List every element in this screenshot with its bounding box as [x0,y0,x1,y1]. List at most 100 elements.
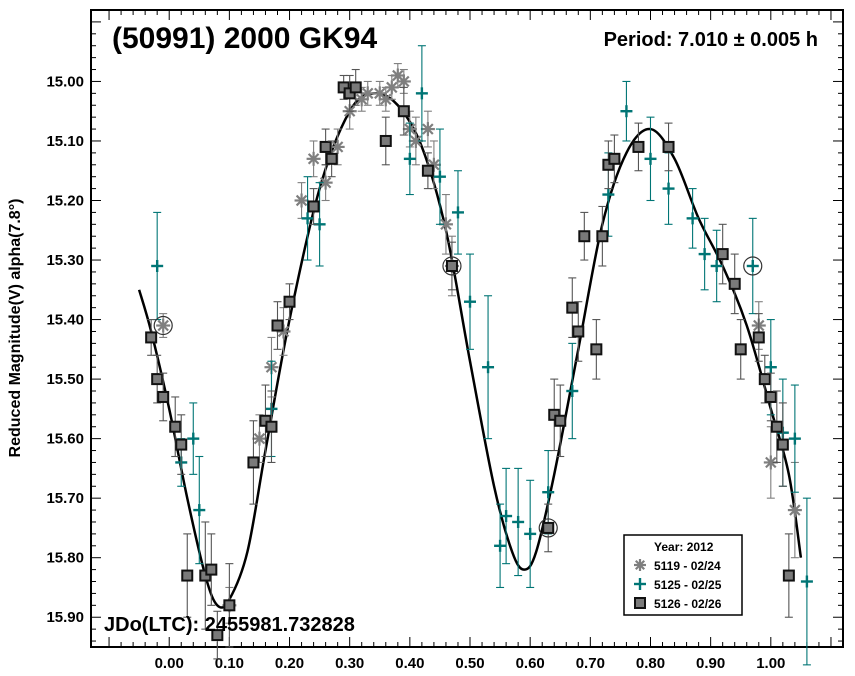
point-plus [644,116,657,202]
y-tick-label: 15.40 [46,312,84,329]
point-square [247,420,260,505]
point-square [151,354,164,404]
point-square [758,354,771,404]
point-square [265,390,278,463]
x-tick-label: 0.90 [696,655,725,672]
point-square [271,301,284,350]
point-plus [500,467,513,565]
point-square [205,533,218,606]
x-tick-label: 0.10 [215,655,244,672]
point-asterisk [294,182,309,219]
asterisk-stroke [331,141,344,153]
point-plus [512,467,525,577]
asterisk-stroke [440,218,452,231]
point-square [572,301,585,362]
point-square [283,283,296,321]
square-shape [728,277,741,290]
point-square [145,319,158,356]
point-square [734,319,747,380]
square-shape [662,140,675,153]
point-asterisk [384,74,399,100]
point-plus [800,497,813,666]
square-shape [752,331,765,344]
x-tick-label: 0.30 [335,655,364,672]
point-asterisk [390,63,405,88]
point-square [752,313,765,362]
chart-title: (50991) 2000 GK94 [112,22,377,55]
point-plus [686,188,699,249]
x-tick-label: 0.50 [455,655,484,672]
y-tick-label: 15.80 [46,550,84,567]
point-square [596,205,609,267]
point-plus [566,342,579,440]
data-points [145,45,813,666]
point-plus [620,80,633,142]
circled-point [153,315,173,336]
square-shape [572,325,585,338]
asterisk-stroke [410,135,422,147]
legend-entry-5119: 5119 - 02/24 [654,559,721,573]
point-square [566,277,579,338]
point-plus [698,217,711,291]
point-asterisk [396,68,411,94]
point-plus [482,295,495,440]
legend-markers [634,559,646,609]
x-tick-label: 0.70 [576,655,605,672]
point-asterisk [252,414,267,463]
square-shape [578,230,591,243]
y-tick-label: 15.20 [46,193,84,210]
circled-point [442,256,462,276]
point-square [554,384,567,458]
point-plus [301,176,314,261]
y-tick-label: 15.50 [46,371,84,388]
y-tick-label: 15.10 [46,133,84,150]
axis-ticks: 0.00 0.10 0.20 0.30 0.40 0.50 0.60 0.70 0.80 0.90… [46,10,843,672]
point-square [169,396,182,458]
point-asterisk [330,128,345,166]
square-shape [169,420,182,433]
point-asterisk [354,86,369,112]
x-tick-label: 0.00 [155,655,184,672]
asterisk-stroke [386,81,398,94]
asterisk-stroke [295,194,308,207]
point-square [445,241,458,291]
point-asterisk [156,313,171,338]
asterisk-stroke [422,123,434,135]
square-shape [247,456,260,469]
square-shape [307,200,320,213]
point-square [181,533,194,618]
x-tick-label: 0.20 [275,655,304,672]
square-shape [379,134,392,147]
y-tick-label: 15.30 [46,252,84,269]
square-shape [445,259,458,272]
legend-marker-asterisk [634,559,646,571]
asterisk-stroke [277,325,290,338]
square-shape [764,390,777,403]
circled-point [538,518,558,538]
square-shape [175,438,188,451]
square-shape [421,164,434,177]
square-shape [211,629,224,642]
point-asterisk [372,80,387,106]
jdo-label: JDo(LTC): 2455981.732828 [104,614,355,636]
square-shape [325,152,338,165]
y-tick-label: 15.70 [46,490,84,507]
point-square [662,122,675,172]
point-plus [433,128,446,225]
square-shape [265,420,278,433]
square-shape [151,373,164,386]
square-shape [397,105,410,118]
asterisk-stroke [765,456,777,469]
square-shape [283,295,296,308]
square-shape [716,248,729,261]
square-shape [634,597,646,609]
point-square [325,140,338,178]
asterisk-stroke [789,504,801,516]
point-square [782,533,795,618]
point-plus [494,503,507,589]
y-tick-label: 15.60 [46,431,84,448]
y-axis-label: Reduced Magnitude(V) alpha(7.8°) [7,199,24,458]
point-square [175,414,188,475]
square-shape [181,569,194,582]
square-shape [608,152,621,165]
